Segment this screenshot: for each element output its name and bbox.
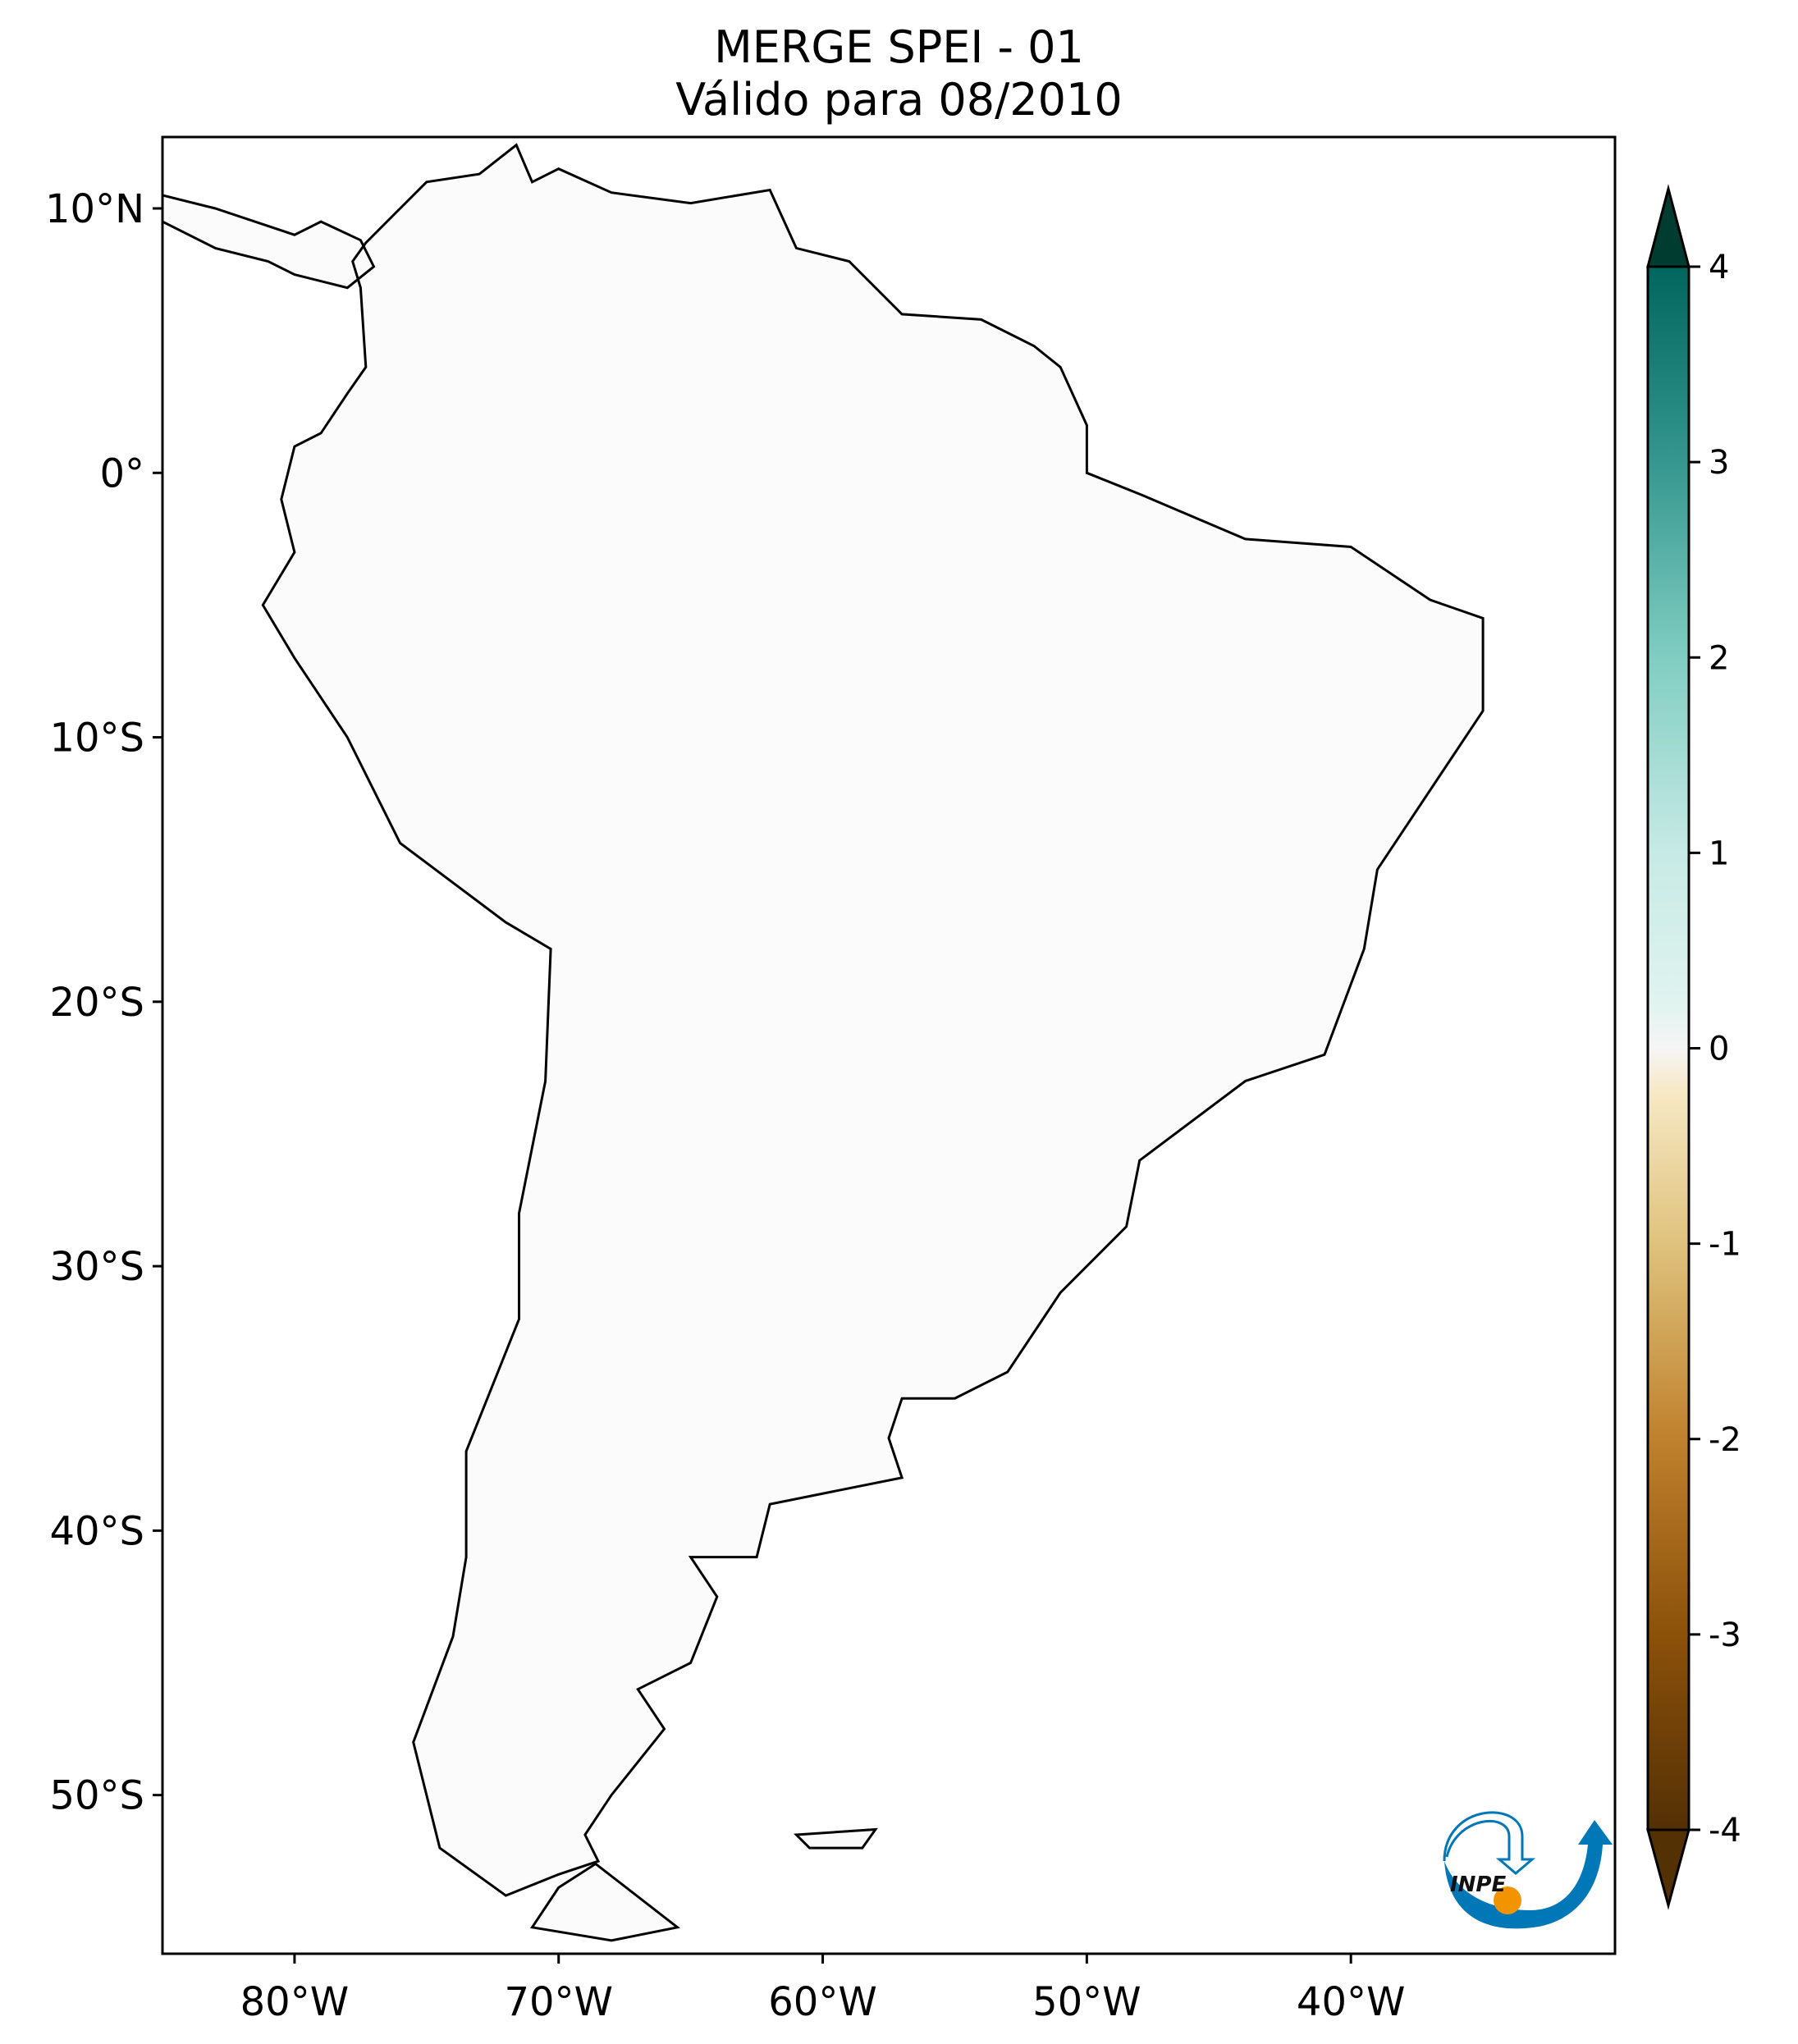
- lon-tick-label: 70°W: [504, 1979, 613, 2025]
- coastline-central: [162, 194, 376, 290]
- colorbar-extend-max: [1646, 184, 1690, 268]
- lon-tick-label: 80°W: [240, 1979, 350, 2025]
- coastline-fuego: [529, 1862, 681, 1942]
- map-title: MERGE SPEI - 01: [714, 21, 1084, 73]
- lat-tick-label: 0°: [99, 450, 144, 496]
- coastlines: [162, 143, 1485, 1942]
- colorbar-tick-label: 4: [1709, 249, 1729, 286]
- inpe-logo: INPE: [1443, 1811, 1613, 1929]
- colorbar-gradient: [1648, 267, 1689, 1830]
- colorbar: 4 3 2 1 0 -1 -2 -3 -4: [1646, 184, 1741, 1910]
- map-frame: [161, 135, 1617, 1955]
- lat-tick-label: 40°S: [49, 1508, 144, 1554]
- lon-tick-label: 60°W: [768, 1979, 877, 2025]
- land-fuego: [532, 1863, 678, 1941]
- coastline-mainland: [261, 143, 1485, 1897]
- colorbar-tick-label: 0: [1709, 1031, 1729, 1068]
- land-fill: [162, 144, 1484, 1941]
- colorbar-tick-label: 2: [1709, 639, 1729, 677]
- map-subtitle: Válido para 08/2010: [675, 74, 1123, 126]
- colorbar-tick-label: -4: [1709, 1812, 1741, 1850]
- lat-tick-label: 10°S: [49, 716, 144, 761]
- lon-tick-label: 40°W: [1297, 1979, 1406, 2025]
- lon-tick-label: 50°W: [1032, 1979, 1141, 2025]
- colorbar-tick-label: -3: [1709, 1616, 1741, 1654]
- colorbar-extend-min: [1646, 1828, 1690, 1910]
- lat-tick-label: 10°N: [45, 186, 144, 232]
- map-area: [162, 143, 1485, 1942]
- logo-text: INPE: [1450, 1873, 1506, 1897]
- colorbar-tick-label: 3: [1709, 444, 1729, 482]
- colorbar-tick-label: -1: [1709, 1226, 1741, 1264]
- land-central: [162, 194, 374, 288]
- colorbar-tick-label: -2: [1709, 1421, 1741, 1459]
- lat-tick-label: 20°S: [49, 980, 144, 1026]
- land-mainland: [263, 144, 1484, 1896]
- lat-tick-label: 50°S: [49, 1773, 144, 1819]
- colorbar-tick-label: 1: [1709, 835, 1729, 872]
- axis-ticks: 80°W 70°W 60°W 50°W 40°W 10°N 0° 10°S 20°S 30°S 40…: [45, 186, 1405, 2025]
- coastline-falklands: [794, 1827, 878, 1850]
- lat-tick-label: 30°S: [49, 1244, 144, 1290]
